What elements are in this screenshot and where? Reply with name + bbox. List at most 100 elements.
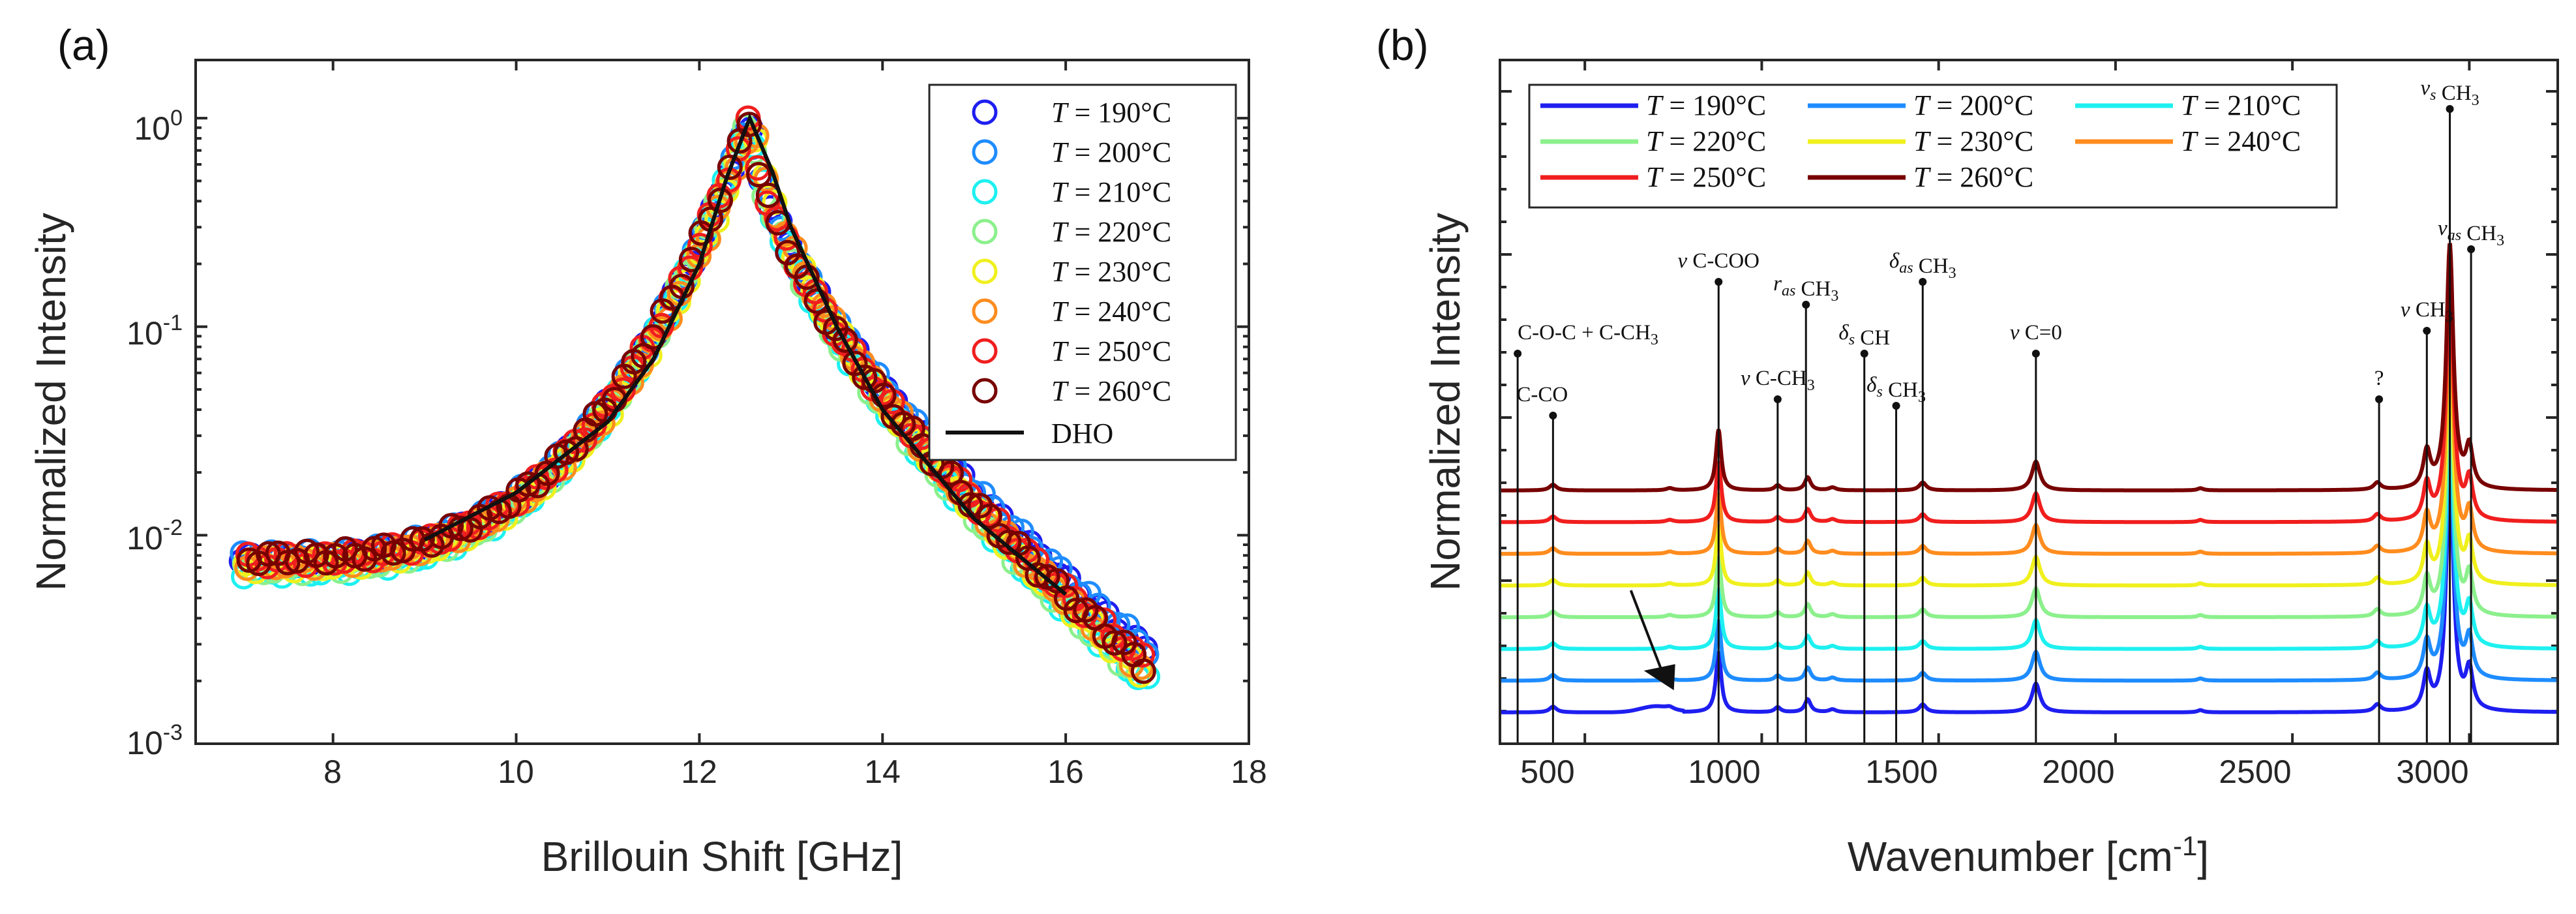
annotation-marker-dot	[1715, 278, 1723, 286]
panel-a-label: (a)	[57, 21, 110, 69]
legend-swatch-190c	[972, 99, 998, 125]
annotation-label: δas CH3	[1889, 249, 1956, 282]
panel-b-xtick-label-500: 500	[1520, 754, 1574, 790]
panel-a-legend: T = 190°C T = 200°C T = 210°C T = 220°C T = …	[928, 84, 1237, 461]
legend-label-240c: T = 240°C	[1051, 296, 1171, 328]
annotation-label: ν CH3	[2401, 298, 2453, 326]
panel-a-point-260c	[938, 460, 964, 486]
legend-b-label-200c: T = 200°C	[1913, 89, 2033, 121]
panel-a-point-260c	[803, 288, 830, 314]
annotation-label: ?	[2374, 367, 2384, 390]
panel-b-y-axis-label: Normalized Intensity	[1422, 213, 1469, 591]
spectrum-line-220c	[1500, 369, 2558, 620]
panel-b-xtick-label-2500: 2500	[2219, 754, 2291, 790]
annotation-label: δs CH	[1838, 321, 1890, 350]
panel-a-xtick-label-18: 18	[1231, 754, 1267, 790]
panel-a-y-axis-label: Normalized Intensity	[27, 213, 74, 591]
panel-a-point-260c	[515, 471, 541, 497]
panel-a-axes-box	[194, 59, 1250, 745]
annotation-marker-dot	[1773, 395, 1782, 403]
annotation-marker-dot	[1860, 350, 1868, 358]
panel-a-point-260c	[380, 540, 406, 566]
panel-b-spectra	[1500, 243, 2558, 714]
legend-label-210c: T = 210°C	[1051, 176, 1171, 208]
panel-a-point-260c	[736, 112, 762, 138]
spectrum-line-200c	[1500, 433, 2558, 683]
panel-a-point-260c	[438, 513, 464, 539]
annotation-label: ν C-COO	[1677, 249, 1760, 273]
spectrum-line-260c	[1500, 243, 2558, 493]
spectrum-line-230c	[1500, 338, 2558, 588]
legend-swatch-250c	[972, 338, 998, 364]
panel-a-point-250c	[1130, 642, 1156, 668]
legend-swatch-210c	[972, 179, 998, 205]
legend-b-label-220c: T = 220°C	[1646, 125, 1766, 157]
arrow-head	[1643, 664, 1675, 690]
legend-b-label-240c: T = 240°C	[2181, 125, 2301, 157]
panel-a-point-260c	[708, 187, 734, 213]
annotation-label: δs CH3	[1866, 373, 1926, 406]
spectrum-line-210c	[1500, 401, 2558, 651]
panel-a-point-260c	[717, 154, 743, 180]
annotation-marker-dot	[2423, 327, 2431, 335]
spectrum-line-240c	[1500, 306, 2558, 556]
annotation-marker-dot	[2375, 395, 2384, 403]
legend-dho-label: DHO	[1051, 418, 1113, 449]
annotation-marker-dot	[2446, 105, 2454, 113]
legend-label-230c: T = 230°C	[1051, 256, 1171, 288]
panel-b-xtick-label-3000: 3000	[2396, 754, 2468, 790]
spectrum-line-250c	[1500, 275, 2558, 525]
panel-a-point-260c	[275, 549, 301, 575]
panel-b-xtick-label-2000: 2000	[2042, 754, 2114, 790]
legend-label-260c: T = 260°C	[1051, 375, 1171, 407]
annotation-label: νs CH3	[2420, 76, 2479, 109]
panel-a-ytick-label-0: 10-3	[127, 720, 183, 761]
annotation-marker-dot	[1802, 301, 1810, 309]
legend-b-label-210c: T = 210°C	[2181, 89, 2301, 121]
panel-b-xtick-label-1500: 1500	[1865, 754, 1938, 790]
annotation-marker-dot	[2031, 350, 2040, 358]
panel-b-xtick-label-1000: 1000	[1688, 754, 1760, 790]
annotation-marker-dot	[1514, 350, 1522, 358]
panel-a-point-260c	[1130, 658, 1156, 684]
panel-a-xtick-label-14: 14	[864, 754, 901, 790]
panel-b-axes-box	[1499, 59, 2559, 745]
panel-a-ytick-label-1: 10-2	[127, 515, 183, 556]
panel-a-point-260c	[746, 162, 772, 188]
panel-a-x-axis-label: Brillouin Shift [GHz]	[541, 833, 903, 880]
legend-b-label-250c: T = 250°C	[1646, 161, 1766, 193]
annotation-label: C-O-C + C-CH3	[1518, 321, 1658, 348]
panel-a-xtick-label-10: 10	[498, 754, 534, 790]
arrow-line	[1629, 590, 1665, 676]
legend-swatch-200c	[972, 139, 998, 165]
panel-a-xtick-label-12: 12	[681, 754, 717, 790]
panel-a-ytick-label-3: 100	[134, 106, 183, 147]
panel-a-point-260c	[832, 327, 858, 353]
annotation-label: ras CH3	[1773, 272, 1838, 305]
panel-a-point-260c	[996, 529, 1022, 555]
legend-swatch-260c	[972, 378, 998, 404]
legend-label-200c: T = 200°C	[1051, 136, 1171, 168]
panel-a-ytick-label-2: 10-1	[127, 311, 183, 352]
legend-swatch-220c	[972, 219, 998, 245]
annotation-label: νas CH3	[2438, 217, 2504, 249]
legend-b-label-190c: T = 190°C	[1646, 89, 1766, 121]
legend-swatch-230c	[972, 258, 998, 284]
annotation-label: ν C=0	[2010, 321, 2062, 344]
legend-label-250c: T = 250°C	[1051, 335, 1171, 367]
panel-b-label: (b)	[1376, 21, 1429, 69]
panel-a-xtick-label-16: 16	[1047, 754, 1084, 790]
annotation-label: C-CO	[1516, 383, 1568, 406]
panel-a-xtick-label-8: 8	[323, 754, 342, 790]
legend-label-190c: T = 190°C	[1051, 97, 1171, 129]
legend-b-label-230c: T = 230°C	[1913, 125, 2033, 157]
panel-b-legend: T = 190°C T = 200°C T = 210°C T = 220°C T = …	[1528, 84, 2338, 209]
spectrum-line-190c	[1500, 465, 2558, 714]
legend-label-220c: T = 220°C	[1051, 216, 1171, 248]
panel-b-x-axis-label: Wavenumber [cm-1]	[1848, 830, 2209, 880]
annotation-marker-dot	[1892, 402, 1900, 410]
panel-a-point-260c	[1101, 630, 1128, 656]
annotation-marker-dot	[1919, 278, 1927, 286]
